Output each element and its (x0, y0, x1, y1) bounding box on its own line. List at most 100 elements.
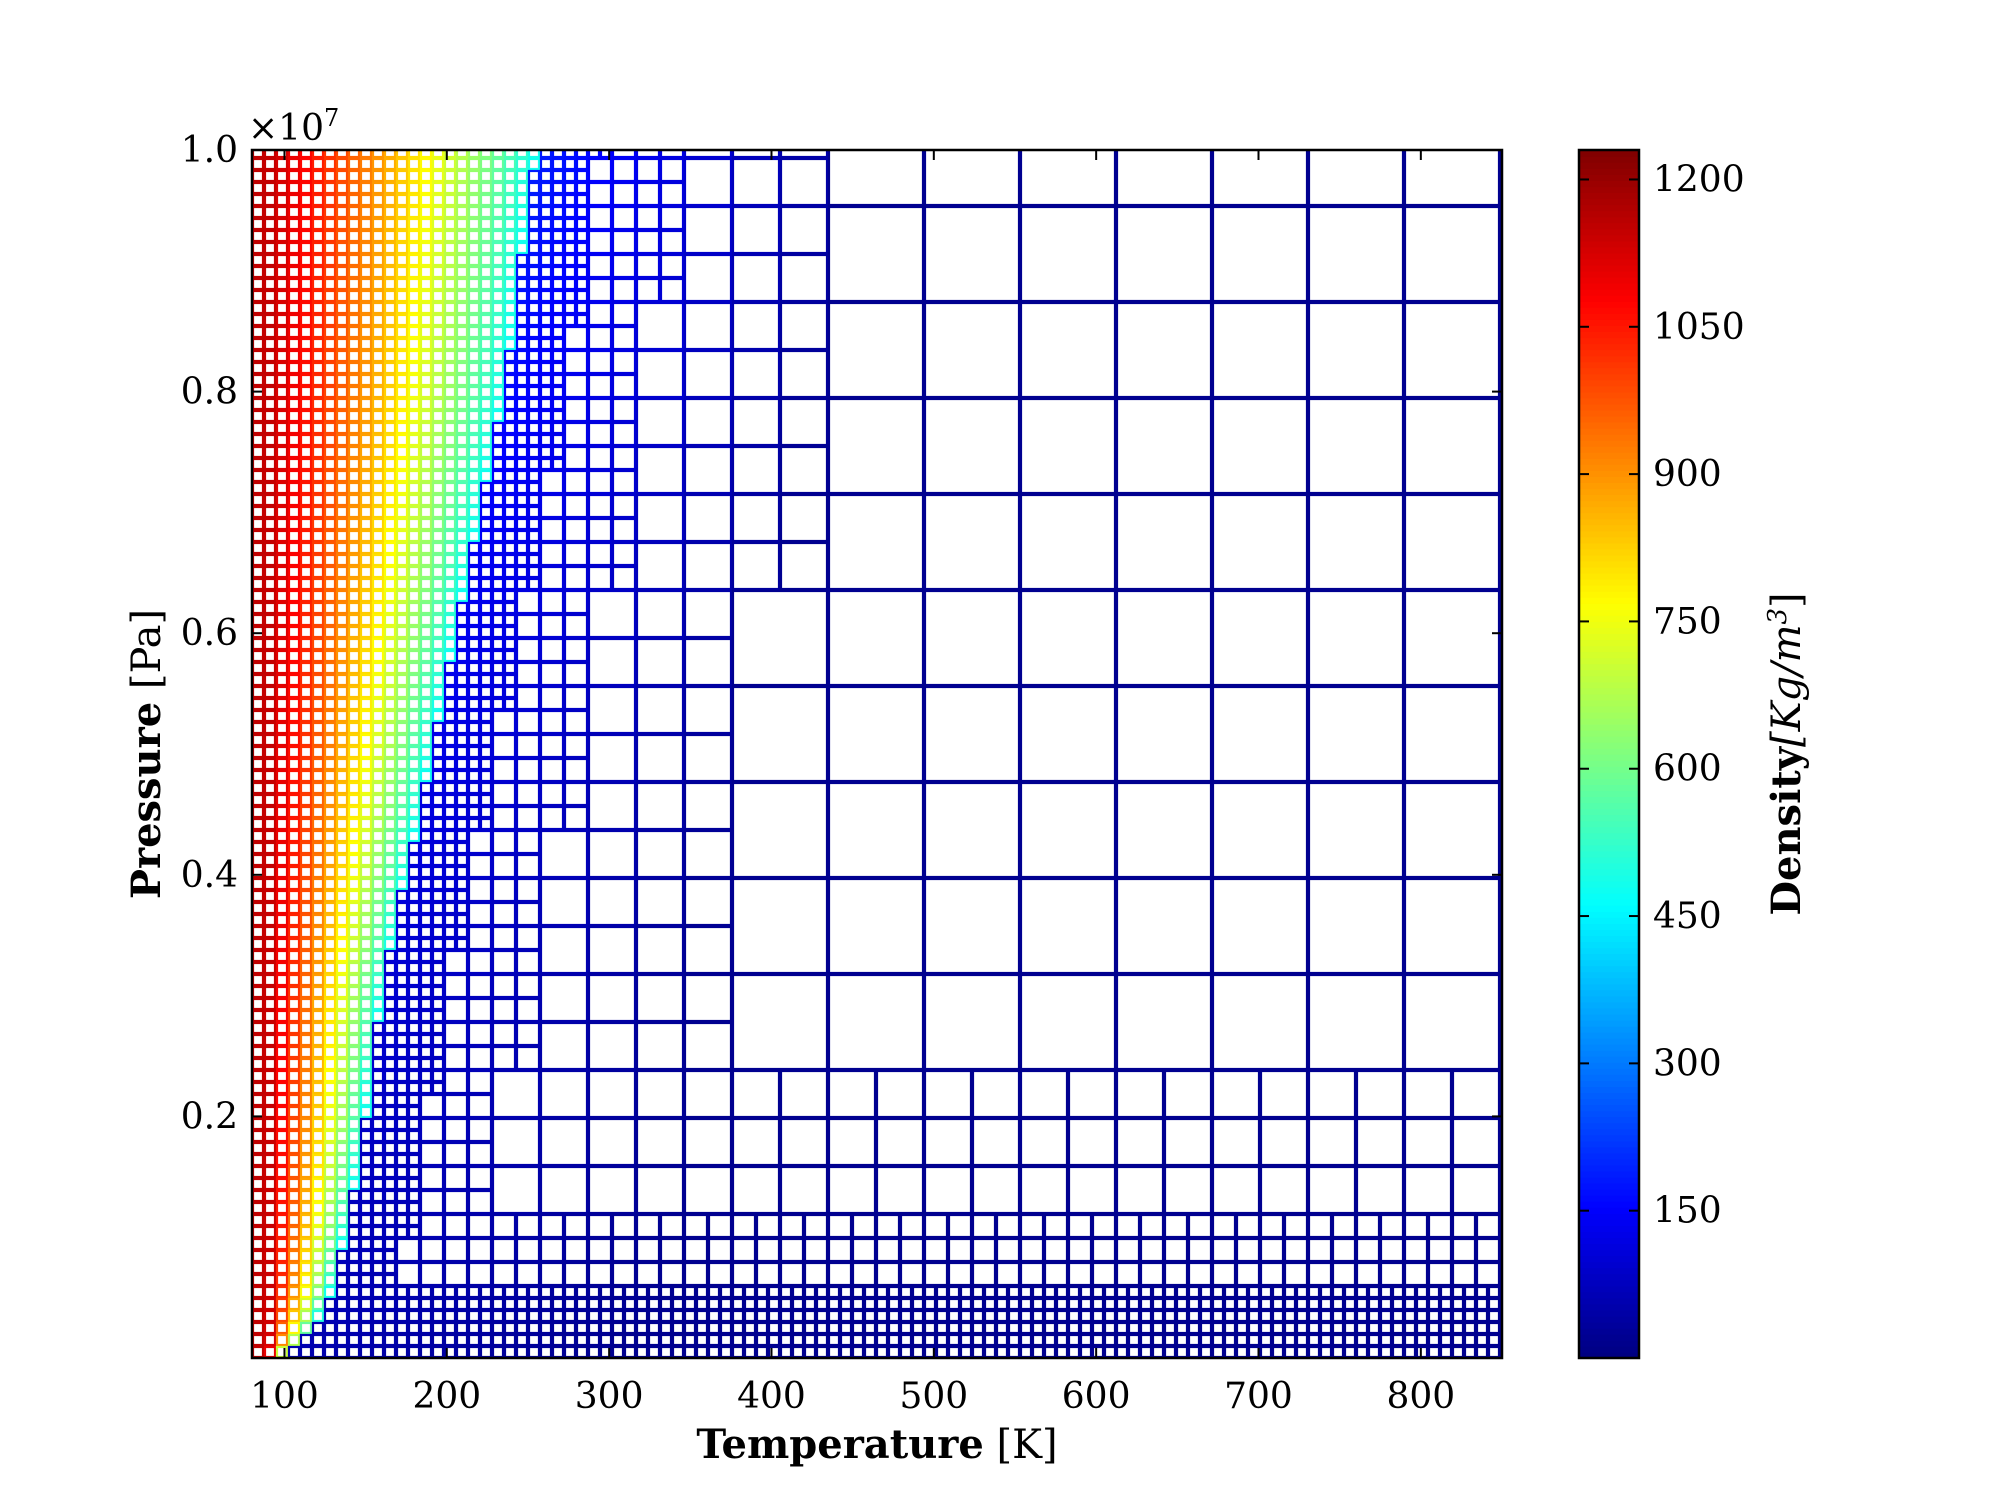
mesh-cell (275, 709, 289, 723)
mesh-cell (515, 805, 541, 831)
mesh-cell (1415, 1321, 1429, 1335)
mesh-cell (779, 1237, 805, 1263)
mesh-cell (311, 157, 325, 171)
mesh-cell (635, 973, 685, 1023)
mesh-cell (443, 1261, 469, 1287)
mesh-cell (263, 217, 277, 231)
mesh-cell (491, 1213, 517, 1239)
mesh-cell (275, 397, 289, 411)
mesh-cell (407, 781, 421, 795)
mesh-cell (395, 1285, 409, 1299)
mesh-cell (611, 373, 637, 399)
mesh-cell (503, 193, 517, 207)
mesh-cell (563, 1321, 577, 1335)
mesh-cell (359, 817, 373, 831)
mesh-cell (827, 1321, 841, 1335)
mesh-cell (311, 1189, 325, 1203)
mesh-cell (311, 169, 325, 183)
mesh-cell (431, 973, 445, 987)
colorbar-band (1579, 838, 1639, 846)
mesh-cell (323, 481, 337, 495)
mesh-cell (1211, 1261, 1237, 1287)
mesh-cell (275, 433, 289, 447)
mesh-cell (287, 253, 301, 267)
mesh-cell (1307, 1285, 1321, 1299)
mesh-cell (431, 457, 445, 471)
mesh-cell (263, 865, 277, 879)
colorbar-band (1579, 1267, 1639, 1275)
mesh-cell (407, 1213, 421, 1227)
mesh-cell (587, 565, 613, 591)
mesh-cell (1043, 1321, 1057, 1335)
mesh-cell (311, 1117, 325, 1131)
mesh-cell (395, 577, 409, 591)
mesh-cell (359, 1309, 373, 1323)
mesh-cell (1019, 1237, 1045, 1263)
mesh-cell (335, 997, 349, 1011)
mesh-cell (347, 1189, 361, 1203)
mesh-cell (1019, 1213, 1045, 1239)
mesh-cell (419, 913, 433, 927)
mesh-cell (299, 385, 313, 399)
mesh-cell (359, 613, 373, 627)
mesh-cell (515, 361, 529, 375)
mesh-cell (527, 373, 541, 387)
mesh-cell (563, 181, 577, 195)
colorbar-tick-label: 300 (1653, 1043, 1722, 1084)
mesh-cell (335, 793, 349, 807)
mesh-cell (1439, 1285, 1453, 1299)
mesh-cell (539, 709, 565, 735)
colorbar-band (1579, 772, 1639, 779)
colorbar-band (1579, 826, 1639, 834)
mesh-cell (323, 1165, 337, 1179)
mesh-cell (371, 877, 385, 891)
mesh-cell (1307, 1297, 1321, 1311)
mesh-cell (323, 721, 337, 735)
mesh-cell (1139, 1285, 1153, 1299)
mesh-cell (359, 1105, 373, 1119)
mesh-cell (335, 853, 349, 867)
mesh-cell (1415, 1285, 1429, 1299)
mesh-cell (359, 1321, 373, 1335)
mesh-cell (431, 517, 445, 531)
mesh-cell (1283, 1213, 1309, 1239)
mesh-cell (299, 1189, 313, 1203)
mesh-cell (395, 529, 409, 543)
mesh-cell (611, 325, 637, 351)
mesh-cell (731, 1117, 781, 1167)
mesh-cell (1211, 1285, 1225, 1299)
mesh-cell (407, 265, 421, 279)
mesh-cell (467, 853, 493, 879)
mesh-cell (263, 733, 277, 747)
mesh-cell (671, 1309, 685, 1323)
mesh-cell (491, 493, 505, 507)
mesh-cell (443, 397, 457, 411)
mesh-cell (263, 1297, 277, 1311)
mesh-cell (287, 349, 301, 363)
mesh-cell (431, 757, 445, 771)
mesh-cell (395, 1081, 409, 1095)
mesh-cell (1271, 1309, 1285, 1323)
mesh-cell (287, 217, 301, 231)
mesh-cell (359, 1189, 373, 1203)
mesh-cell (359, 673, 373, 687)
mesh-cell (383, 1189, 397, 1203)
mesh-cell (563, 1309, 577, 1323)
mesh-cell (359, 829, 373, 843)
mesh-cell (1019, 877, 1117, 975)
mesh-cell (467, 529, 481, 543)
mesh-cell (443, 349, 457, 363)
mesh-cell (683, 1069, 733, 1119)
mesh-cell (1115, 1213, 1141, 1239)
mesh-cell (431, 541, 445, 555)
mesh-cell (455, 889, 469, 903)
mesh-cell (263, 265, 277, 279)
mesh-cell (491, 433, 505, 447)
mesh-cell (803, 1213, 829, 1239)
mesh-cell (443, 1117, 469, 1143)
mesh-cell (263, 1189, 277, 1203)
mesh-cell (779, 1261, 805, 1287)
mesh-cell (1139, 1261, 1165, 1287)
mesh-cell (323, 397, 337, 411)
mesh-cell (287, 289, 301, 303)
